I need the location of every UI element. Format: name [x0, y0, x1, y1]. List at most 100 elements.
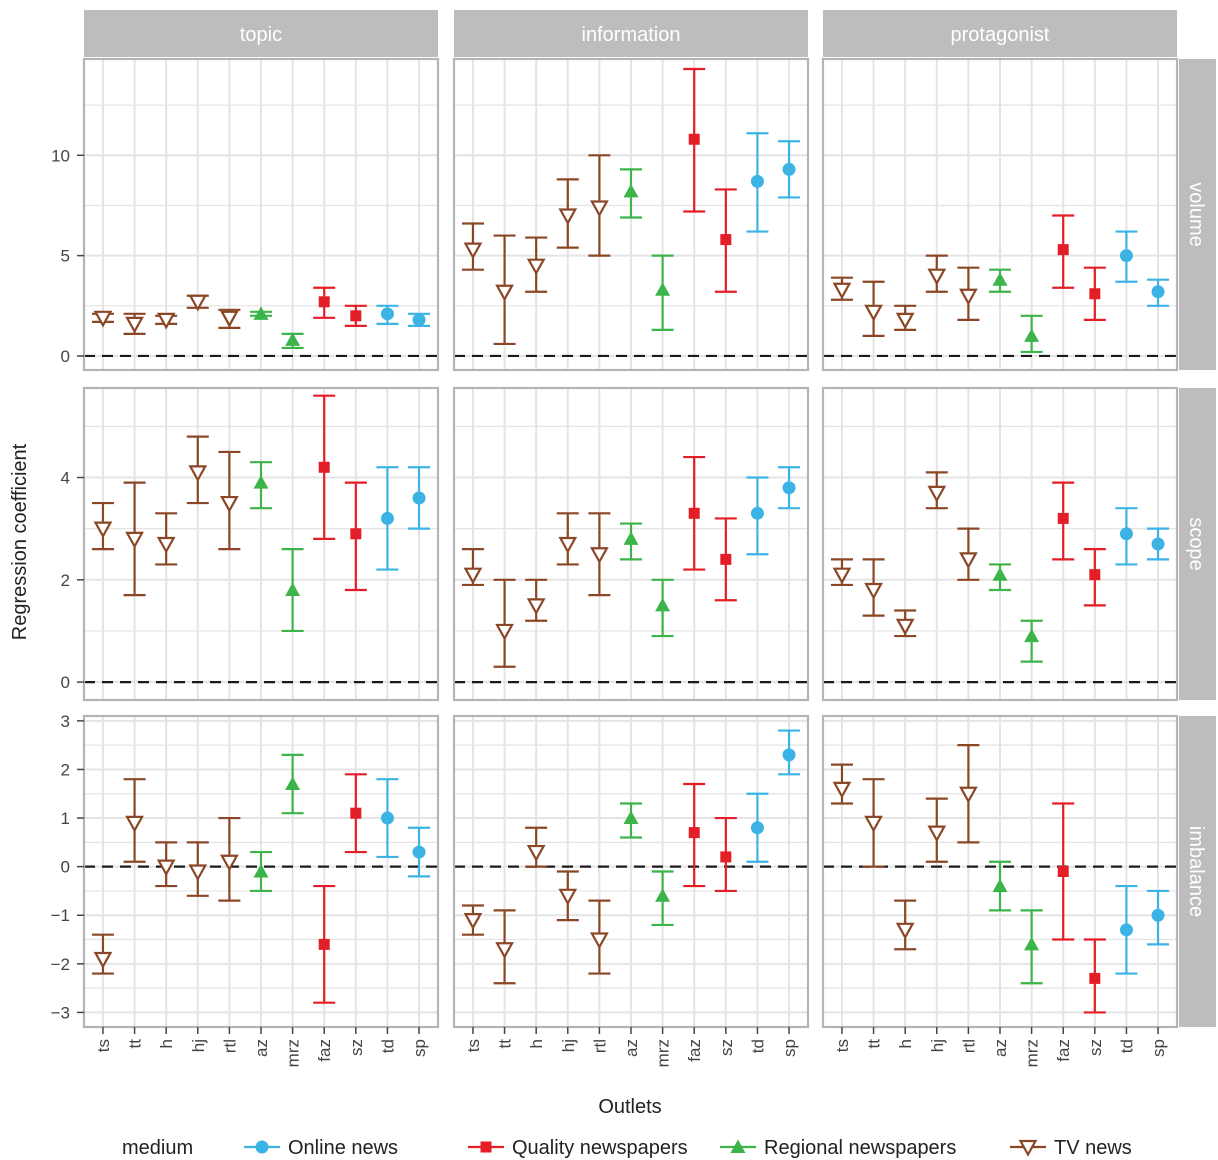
point-mrz — [1024, 328, 1040, 342]
point-faz — [688, 507, 700, 519]
point-rtl — [220, 310, 239, 328]
errorbar-az — [989, 268, 1011, 293]
errorbar-az — [250, 461, 272, 510]
errorbar-sp — [1147, 278, 1170, 307]
point-hj — [188, 864, 208, 882]
point-hj — [927, 485, 947, 503]
point-az — [992, 878, 1008, 893]
errorbar-tt — [123, 312, 146, 335]
x-tick-label-h: h — [157, 1039, 176, 1048]
panel-border — [452, 57, 810, 372]
row-strips: volume scope imbalance — [1179, 59, 1216, 1027]
point-sz — [350, 310, 362, 322]
point-td — [750, 506, 764, 520]
errorbar-hj — [556, 178, 579, 249]
point-mrz — [1024, 628, 1040, 643]
errorbar-rtl — [957, 744, 980, 844]
errorbar-rtl — [588, 899, 611, 975]
errorbar-az — [250, 850, 272, 893]
errorbar-tt — [493, 234, 516, 346]
x-tick-label-mrz: mrz — [1023, 1039, 1042, 1067]
panel-border — [82, 386, 440, 702]
errorbar-tt — [862, 778, 885, 868]
legend-key-marker — [480, 1141, 492, 1153]
errorbar-faz — [683, 67, 706, 213]
x-tick-label-sz: sz — [717, 1039, 736, 1056]
point-mrz — [655, 282, 671, 296]
errorbar-rtl — [957, 266, 980, 321]
point-tt — [864, 815, 883, 833]
errorbar-sp — [1147, 889, 1170, 946]
panel-volume-topic — [82, 57, 440, 372]
point-sp — [782, 748, 796, 762]
x-tick-label-az: az — [991, 1039, 1010, 1057]
errorbar-td — [1115, 507, 1138, 566]
point-ts — [93, 521, 113, 539]
x-tick-label-hj: hj — [559, 1039, 578, 1052]
errorbar-ts — [830, 276, 853, 301]
errorbar-ts — [91, 310, 114, 328]
errorbar-mrz — [651, 578, 674, 638]
legend-title: medium — [122, 1137, 193, 1159]
legend-label: Online news — [288, 1137, 398, 1159]
point-td — [750, 821, 764, 835]
legend-label: Regional newspapers — [764, 1137, 956, 1159]
x-tick-label-ts: ts — [464, 1039, 483, 1052]
point-td — [750, 174, 764, 188]
errorbar-az — [620, 522, 642, 561]
point-h — [895, 312, 915, 330]
errorbar-sp — [778, 729, 801, 776]
point-az — [623, 531, 639, 545]
point-tt — [864, 304, 883, 322]
errorbar-faz — [1052, 214, 1075, 289]
point-sz — [720, 234, 732, 246]
point-ts — [832, 781, 852, 799]
point-faz — [688, 133, 700, 145]
point-h — [526, 598, 546, 616]
point-sp — [1151, 908, 1165, 922]
errorbar-sz — [1083, 548, 1106, 607]
errorbar-h — [894, 609, 917, 638]
panel-volume-protagonist — [821, 57, 1179, 372]
point-faz — [1057, 866, 1069, 877]
panel-imbalance-information — [452, 714, 810, 1029]
errorbar-ts — [461, 904, 484, 936]
errorbar-rtl — [588, 154, 611, 257]
column-strip-label-topic: topic — [240, 24, 282, 46]
point-sz — [350, 528, 362, 540]
panel-volume-information — [452, 57, 810, 372]
point-ts — [93, 951, 113, 969]
errorbar-sz — [1083, 938, 1106, 1014]
point-ts — [832, 567, 852, 585]
point-mrz — [1024, 936, 1040, 951]
errorbar-ts — [91, 501, 114, 551]
x-tick-label-ts: ts — [833, 1039, 852, 1052]
y-tick-label: 10 — [51, 146, 70, 165]
point-faz — [688, 827, 700, 839]
point-rtl — [220, 495, 239, 513]
point-rtl — [590, 200, 609, 218]
point-sz — [350, 807, 362, 819]
errorbar-mrz — [281, 753, 304, 815]
x-tick-label-h: h — [896, 1039, 915, 1048]
legend-item-regional-newspapers: Regional newspapers — [720, 1137, 956, 1159]
point-sz — [720, 851, 732, 863]
legend-item-quality-newspapers: Quality newspapers — [468, 1137, 688, 1159]
errorbar-td — [746, 476, 769, 556]
errorbar-sz — [344, 304, 367, 327]
errorbar-td — [746, 792, 769, 863]
point-tt — [125, 815, 144, 833]
x-tick-label-az: az — [252, 1039, 271, 1057]
point-hj — [188, 465, 208, 483]
point-az — [253, 864, 269, 878]
point-rtl — [959, 786, 978, 804]
point-rtl — [590, 547, 609, 564]
point-az — [623, 810, 639, 825]
point-az — [992, 272, 1008, 286]
errorbar-sz — [344, 773, 367, 854]
errorbar-sz — [714, 816, 737, 893]
point-az — [253, 306, 269, 320]
errorbar-sz — [344, 481, 367, 592]
x-tick-label-faz: faz — [685, 1039, 704, 1062]
